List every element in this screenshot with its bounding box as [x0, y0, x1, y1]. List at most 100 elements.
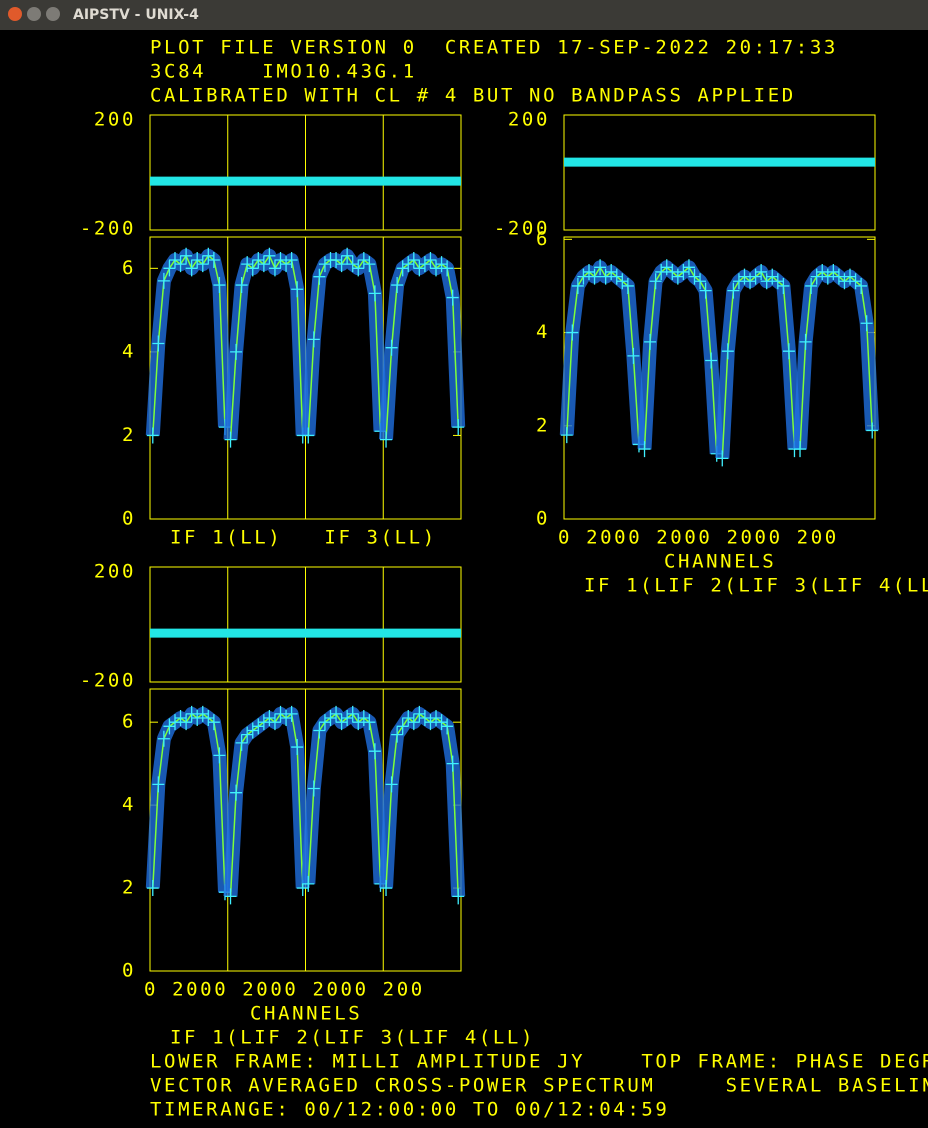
- amplitude-tick-label: 6: [122, 257, 136, 279]
- amplitude-point: [307, 780, 320, 797]
- amplitude-point: [252, 251, 265, 268]
- phase-tick-label: 200: [94, 561, 136, 583]
- amplitude-point: [396, 260, 409, 277]
- amplitude-point: [230, 784, 243, 801]
- amplitude-point: [688, 268, 701, 285]
- amplitude-point: [866, 422, 879, 439]
- amplitude-point: [241, 726, 254, 743]
- amplitude-trace: [385, 712, 459, 897]
- amplitude-point: [352, 714, 365, 731]
- amplitude-point: [744, 273, 757, 290]
- maximize-button[interactable]: [46, 7, 60, 21]
- header-line: CALIBRATED WITH CL # 4 BUT NO BANDPASS A…: [150, 85, 796, 107]
- x-label: 0 2000 2000 2000 200: [558, 527, 839, 549]
- title-bar: [0, 0, 928, 30]
- amplitude-point: [363, 256, 376, 273]
- amplitude-point: [180, 247, 193, 264]
- amplitude-point: [152, 776, 165, 793]
- x-label: IF 1(LL) IF 3(LL): [170, 527, 437, 549]
- phase-tick-label: -200: [494, 218, 550, 240]
- amplitude-point: [621, 277, 634, 294]
- amplitude-point: [274, 251, 287, 268]
- amplitude-point: [191, 710, 204, 727]
- amplitude-point: [749, 268, 762, 285]
- phase-tick-label: -200: [80, 218, 136, 240]
- amplitude-trace: [152, 254, 226, 436]
- amplitude-point: [291, 739, 304, 756]
- minimize-button[interactable]: [27, 7, 41, 21]
- amplitude-point: [782, 343, 795, 360]
- phase-tick-label: -200: [80, 670, 136, 692]
- close-button[interactable]: [8, 7, 22, 21]
- x-label: IF 1(LIF 2(LIF 3(LIF 4(LL): [170, 1027, 535, 1049]
- amplitude-point: [235, 277, 248, 294]
- window-title: AIPSTV - UNIX-4: [73, 7, 199, 23]
- footer-line: VECTOR AVERAGED CROSS-POWER SPECTRUM SEV…: [150, 1075, 928, 1097]
- amplitude-tick-label: 0: [122, 508, 136, 530]
- amplitude-point: [252, 718, 265, 735]
- amplitude-point: [174, 710, 187, 727]
- amplitude-point: [368, 285, 381, 302]
- amplitude-point: [357, 251, 370, 268]
- amplitude-point: [407, 251, 420, 268]
- amplitude-point: [855, 277, 868, 294]
- amplitude-point: [318, 714, 331, 731]
- amplitude-point: [280, 710, 293, 727]
- amplitude-point: [330, 705, 343, 722]
- amplitude-point: [391, 277, 404, 294]
- amplitude-point: [705, 352, 718, 369]
- amplitude-tick-label: 0: [122, 960, 136, 982]
- amplitude-point: [224, 888, 237, 905]
- amplitude-point: [671, 268, 684, 285]
- amplitude-point: [660, 259, 673, 276]
- amplitude-point: [599, 268, 612, 285]
- amplitude-point: [655, 263, 668, 280]
- amplitude-point: [313, 268, 326, 285]
- phase-tick-label: 200: [94, 109, 136, 131]
- amplitude-point: [363, 714, 376, 731]
- amplitude-point: [263, 710, 276, 727]
- header-line: 3C84 IMO10.43G.1: [150, 61, 417, 83]
- amplitude-point: [560, 427, 573, 444]
- amplitude-point: [413, 705, 426, 722]
- amplitude-point: [402, 256, 415, 273]
- amplitude-point: [777, 277, 790, 294]
- amplitude-point: [185, 705, 198, 722]
- amplitude-point: [146, 880, 159, 897]
- amplitude-point: [616, 273, 629, 290]
- amplitude-point: [716, 450, 729, 467]
- amplitude-point: [430, 260, 443, 277]
- amplitude-point: [196, 705, 209, 722]
- amplitude-tick-label: 2: [122, 877, 136, 899]
- amplitude-point: [263, 247, 276, 264]
- amplitude-point: [810, 268, 823, 285]
- amplitude-point: [638, 441, 651, 458]
- amplitude-point: [844, 268, 857, 285]
- x-label: IF 1(LIF 2(LIF 3(LIF 4(LL): [584, 575, 928, 597]
- amplitude-point: [727, 282, 740, 299]
- amplitude-point: [610, 268, 623, 285]
- amplitude-point: [213, 747, 226, 764]
- amplitude-point: [821, 268, 834, 285]
- amplitude-point: [446, 289, 459, 306]
- amplitude-point: [302, 875, 315, 892]
- amplitude-point: [755, 263, 768, 280]
- amplitude-point: [163, 260, 176, 277]
- amplitude-point: [441, 260, 454, 277]
- amplitude-point: [446, 755, 459, 772]
- amplitude-point: [396, 718, 409, 735]
- amplitude-point: [832, 268, 845, 285]
- amplitude-point: [385, 776, 398, 793]
- amplitude-point: [246, 722, 259, 739]
- amplitude-trace: [721, 270, 796, 459]
- amplitude-point: [760, 273, 773, 290]
- amplitude-point: [213, 277, 226, 294]
- amplitude-point: [346, 256, 359, 273]
- amplitude-point: [257, 256, 270, 273]
- phase-frame: [563, 114, 876, 231]
- amplitude-point: [860, 315, 873, 332]
- amplitude-point: [185, 260, 198, 277]
- amplitude-point: [330, 251, 343, 268]
- amplitude-tick-label: 6: [536, 228, 550, 250]
- amplitude-point: [174, 256, 187, 273]
